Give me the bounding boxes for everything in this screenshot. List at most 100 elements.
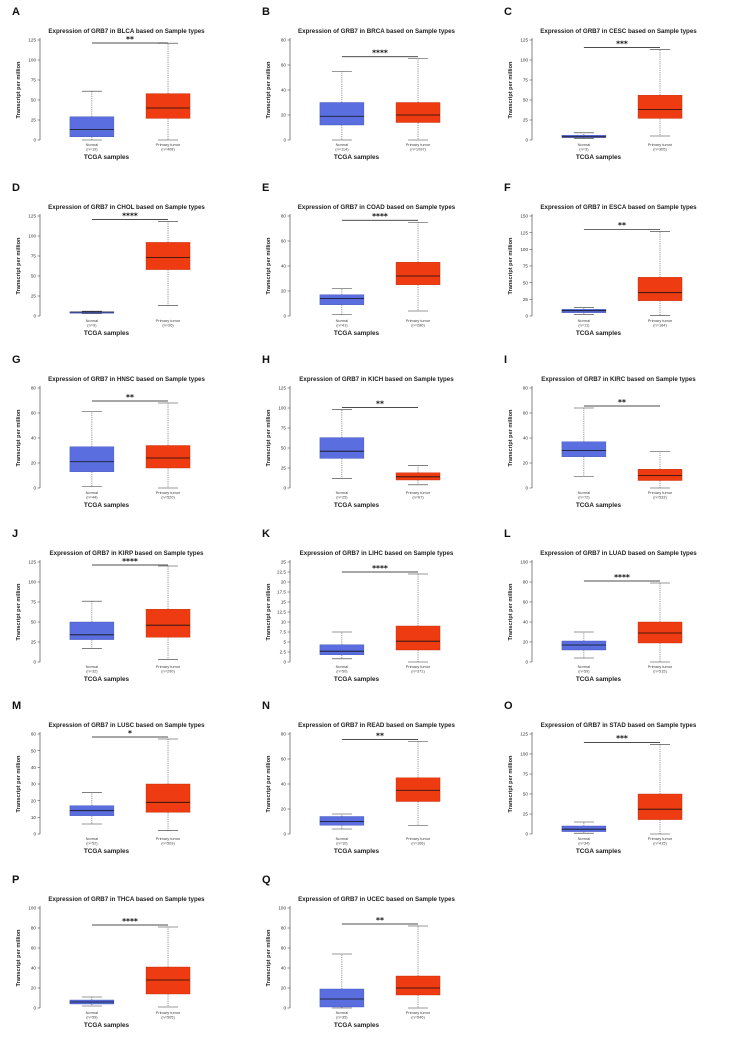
category-label: Primary tumor <box>406 1010 431 1015</box>
y-axis-label: Transcript per million <box>16 237 22 294</box>
y-tick-label: 60 <box>523 600 529 605</box>
category-count: (n=36) <box>162 323 174 328</box>
y-tick-label: 40 <box>281 264 287 269</box>
box-plot-c: C Expression of GRB7 in CESC based on Sam… <box>504 6 697 161</box>
chart-panel-h: H Expression of GRB7 in KICH based on Sam… <box>258 350 508 528</box>
y-tick-label: 0 <box>283 138 286 143</box>
category-label: Normal <box>578 490 591 495</box>
y-axis-label: Transcript per million <box>508 409 514 466</box>
category-count: (n=184) <box>653 323 667 328</box>
y-tick-label: 50 <box>281 446 287 451</box>
category-count: (n=415) <box>653 841 667 846</box>
category-label: Normal <box>336 1010 349 1015</box>
significance-stars: *** <box>616 39 628 48</box>
category-count: (n=52) <box>86 841 98 846</box>
category-label: Primary tumor <box>406 490 431 495</box>
category-count: (n=371) <box>411 669 425 674</box>
y-tick-label: 0 <box>525 832 528 837</box>
normal-box <box>561 825 607 832</box>
tumor-box <box>145 445 191 469</box>
chart-panel-c: C Expression of GRB7 in CESC based on Sam… <box>500 2 750 180</box>
y-tick-label: 80 <box>281 38 287 43</box>
y-tick-label: 0 <box>525 660 528 665</box>
y-tick-label: 60 <box>281 239 287 244</box>
y-tick-label: 80 <box>523 386 529 391</box>
category-count: (n=59) <box>86 1015 98 1020</box>
y-axis-label: Transcript per million <box>508 237 514 294</box>
x-axis-label: TCGA samples <box>576 848 622 855</box>
panel-letter: H <box>262 354 270 366</box>
category-label: Primary tumor <box>156 318 181 323</box>
category-label: Normal <box>86 142 99 147</box>
tumor-box <box>395 102 441 123</box>
y-tick-label: 0 <box>33 314 36 319</box>
category-count: (n=505) <box>161 1015 175 1020</box>
y-axis-label: Transcript per million <box>508 755 514 812</box>
chart-panel-q: Q Expression of GRB7 in UCEC based on Sam… <box>258 870 508 1048</box>
significance-stars: **** <box>614 573 630 582</box>
y-tick-label: 25 <box>523 297 529 302</box>
chart-panel-e: E Expression of GRB7 in COAD based on Sam… <box>258 178 508 356</box>
box-plot-n: N Expression of GRB7 in READ based on Sam… <box>262 700 455 855</box>
y-tick-label: 80 <box>281 926 287 931</box>
category-count: (n=166) <box>411 841 425 846</box>
y-tick-label: 0 <box>33 660 36 665</box>
normal-box <box>69 116 115 138</box>
y-tick-label: 80 <box>281 732 287 737</box>
normal-box <box>69 621 115 640</box>
tumor-box <box>145 966 191 995</box>
box-plot-h: H Expression of GRB7 in KICH based on Sam… <box>262 354 454 509</box>
y-tick-label: 80 <box>281 214 287 219</box>
y-tick-label: 100 <box>278 406 286 411</box>
category-count: (n=408) <box>161 147 175 152</box>
x-axis-label: TCGA samples <box>334 154 380 161</box>
y-tick-label: 80 <box>31 926 37 931</box>
significance-stars: ** <box>376 731 384 740</box>
category-label: Normal <box>86 836 99 841</box>
normal-box <box>319 102 365 126</box>
x-axis-label: TCGA samples <box>334 502 380 509</box>
y-tick-label: 5 <box>283 640 286 645</box>
normal-box <box>69 446 115 472</box>
panel-letter: Q <box>262 874 271 886</box>
category-label: Primary tumor <box>156 836 181 841</box>
x-axis-label: TCGA samples <box>334 1022 380 1029</box>
panel-letter: E <box>262 182 269 194</box>
category-count: (n=35) <box>336 1015 348 1020</box>
chart-panel-d: D Expression of GRB7 in CHOL based on Sam… <box>8 178 258 356</box>
y-tick-label: 100 <box>278 906 286 911</box>
panel-letter: A <box>12 6 20 18</box>
y-tick-label: 80 <box>31 386 37 391</box>
chart-panel-k: K Expression of GRB7 in LIHC based on Sam… <box>258 524 508 702</box>
category-label: Primary tumor <box>406 142 431 147</box>
y-tick-label: 75 <box>523 264 529 269</box>
y-tick-label: 100 <box>520 560 528 565</box>
y-tick-label: 40 <box>523 620 529 625</box>
category-count: (n=59) <box>578 669 590 674</box>
y-tick-label: 50 <box>523 792 529 797</box>
x-axis-label: TCGA samples <box>576 676 622 683</box>
category-label: Normal <box>578 664 591 669</box>
y-tick-label: 50 <box>523 98 529 103</box>
category-label: Primary tumor <box>406 318 431 323</box>
y-tick-label: 20 <box>523 461 529 466</box>
category-label: Normal <box>578 142 591 147</box>
y-tick-label: 20 <box>281 807 287 812</box>
box-plot-j: J Expression of GRB7 in KIRP based on Sam… <box>12 528 204 683</box>
y-tick-label: 60 <box>31 732 37 737</box>
normal-box <box>319 816 365 826</box>
x-axis-label: TCGA samples <box>334 330 380 337</box>
box-plot-o: O Expression of GRB7 in STAD based on Sam… <box>504 700 697 855</box>
chart-title: Expression of GRB7 in LUAD based on Samp… <box>540 550 697 557</box>
y-axis-label: Transcript per million <box>508 583 514 640</box>
panel-letter: L <box>504 528 511 540</box>
panel-letter: B <box>262 6 270 18</box>
y-tick-label: 100 <box>520 752 528 757</box>
x-axis-label: TCGA samples <box>84 502 130 509</box>
y-tick-label: 125 <box>28 560 36 565</box>
y-tick-label: 25 <box>281 560 287 565</box>
category-count: (n=41) <box>336 323 348 328</box>
category-count: (n=3) <box>579 147 589 152</box>
y-tick-label: 60 <box>31 411 37 416</box>
chart-title: Expression of GRB7 in UCEC based on Samp… <box>298 896 455 903</box>
